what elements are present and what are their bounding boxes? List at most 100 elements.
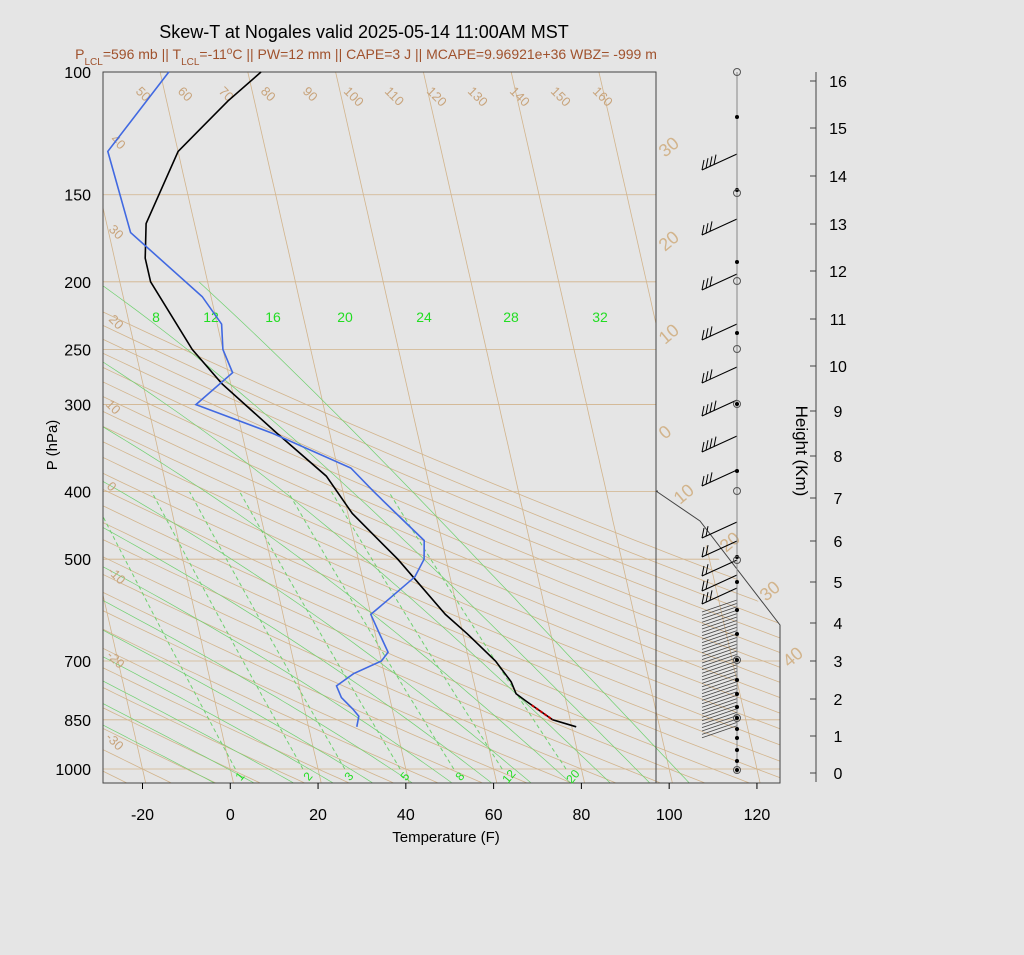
- height-dot: [735, 580, 739, 584]
- wind-barb-feather: [701, 593, 705, 605]
- wind-barb: [701, 708, 738, 722]
- dry-adiabat: [103, 72, 780, 783]
- height-marker: [733, 714, 741, 722]
- wind-barb: [701, 691, 738, 705]
- height-dot: [735, 260, 739, 264]
- wind-barb-feather: [701, 580, 705, 592]
- wind-barb-feather: [701, 475, 705, 487]
- dry-adiabat-label: 90: [300, 84, 321, 105]
- wind-barb-feather: [701, 405, 705, 417]
- isotherm: [423, 72, 586, 783]
- temperature-tick-label: 20: [309, 807, 327, 824]
- wind-barb: [701, 609, 738, 623]
- temperature-tick-label: -20: [131, 807, 154, 824]
- chart-title: Skew-T at Nogales valid 2025-05-14 11:00…: [159, 22, 569, 42]
- wind-barb: [701, 559, 738, 577]
- wind-barb-feather: [701, 372, 705, 384]
- height-tick-label: 7: [834, 491, 843, 508]
- dry-adiabat: [103, 72, 485, 783]
- wind-barb: [701, 701, 738, 715]
- height-dot: [735, 678, 739, 682]
- wind-barb-feather: [705, 474, 709, 485]
- dry-adiabat: [103, 72, 218, 783]
- wind-barb: [701, 643, 738, 657]
- dry-adiabat: [103, 72, 396, 783]
- wind-barb: [701, 684, 738, 698]
- wind-barb-feather: [709, 402, 713, 413]
- wind-barb: [701, 153, 738, 171]
- height-dot: [735, 331, 739, 335]
- height-tick-label: 9: [834, 404, 843, 421]
- pressure-tick-label: 400: [64, 485, 91, 502]
- dry-adiabat: [103, 72, 352, 783]
- height-dot: [735, 748, 739, 752]
- wind-barb-feather: [701, 565, 705, 577]
- wind-barb-feather: [709, 221, 713, 232]
- moist-adiabat: [198, 281, 691, 783]
- dry-adiabat-label: 110: [382, 84, 407, 109]
- wind-barb: [701, 674, 738, 688]
- extension-frame: [655, 490, 781, 784]
- dry-adiabat: [103, 72, 780, 783]
- mixing-ratio-line: [189, 491, 346, 770]
- wind-barb-feather: [705, 158, 709, 169]
- wind-barb-feather: [705, 328, 709, 339]
- wind-barb: [701, 366, 738, 384]
- wind-barb: [701, 657, 738, 671]
- dry-adiabat: [103, 72, 619, 783]
- dry-adiabat-label: 70: [216, 84, 237, 105]
- temperature-tick-label: 80: [572, 807, 590, 824]
- wind-barb-feather: [709, 369, 713, 380]
- wind-barb: [701, 667, 738, 681]
- dry-adiabat: [103, 72, 441, 783]
- height-marker: [733, 766, 741, 774]
- pressure-tick-label: 850: [64, 713, 91, 730]
- wind-barb-feather: [709, 326, 713, 337]
- isotherm-right-label: 40: [779, 643, 807, 671]
- moist-adiabat: [103, 281, 572, 783]
- wind-barb-feather: [705, 278, 709, 289]
- wind-barb: [701, 637, 738, 650]
- wind-barb-feather: [709, 590, 713, 601]
- pressure-tick-label: 100: [64, 65, 91, 82]
- dry-adiabat-label: 60: [175, 84, 196, 105]
- temperature-tick-label: 60: [485, 807, 503, 824]
- wind-barb: [701, 654, 738, 667]
- dewpoint-profile: [106, 71, 426, 727]
- height-dot: [735, 768, 739, 772]
- moist-adiabat: [103, 281, 296, 783]
- isotherm-right-label: 10: [655, 320, 683, 348]
- dry-adiabat-label: 160: [590, 84, 616, 110]
- height-tick-label: 15: [829, 121, 847, 138]
- height-tick-label: 13: [829, 217, 847, 234]
- wind-barb: [701, 273, 738, 291]
- dry-adiabat: [103, 72, 780, 783]
- dry-adiabat: [103, 72, 780, 783]
- isotherm-right-label: 20: [655, 227, 683, 255]
- wind-barb: [701, 698, 738, 711]
- temperature-tick-label: 120: [744, 807, 771, 824]
- moist-adiabat: [103, 281, 493, 783]
- wind-barb: [701, 626, 738, 640]
- pressure-tick-label: 300: [64, 398, 91, 415]
- height-dot: [735, 705, 739, 709]
- isotherm-label: -30: [103, 730, 127, 754]
- height-marker: [733, 68, 741, 76]
- height-tick-label: 10: [829, 359, 847, 376]
- wind-barb-feather: [709, 156, 713, 167]
- moist-adiabat: [103, 281, 256, 783]
- wind-barb: [701, 694, 738, 708]
- temperature-tick-label: 100: [656, 807, 683, 824]
- mixing-ratio-line: [287, 491, 455, 770]
- dry-adiabat: [103, 72, 307, 783]
- wind-barb: [701, 623, 738, 637]
- wind-barb: [701, 705, 738, 718]
- wind-barb: [701, 603, 738, 616]
- dry-adiabat: [103, 72, 780, 783]
- wind-barb-feather: [701, 329, 705, 341]
- isotherm-right-label: 20: [716, 528, 744, 556]
- height-tick-label: 11: [830, 312, 847, 329]
- isotherm-label: -10: [105, 564, 129, 588]
- pressure-tick-label: 200: [64, 275, 91, 292]
- height-tick-label: 5: [834, 575, 843, 592]
